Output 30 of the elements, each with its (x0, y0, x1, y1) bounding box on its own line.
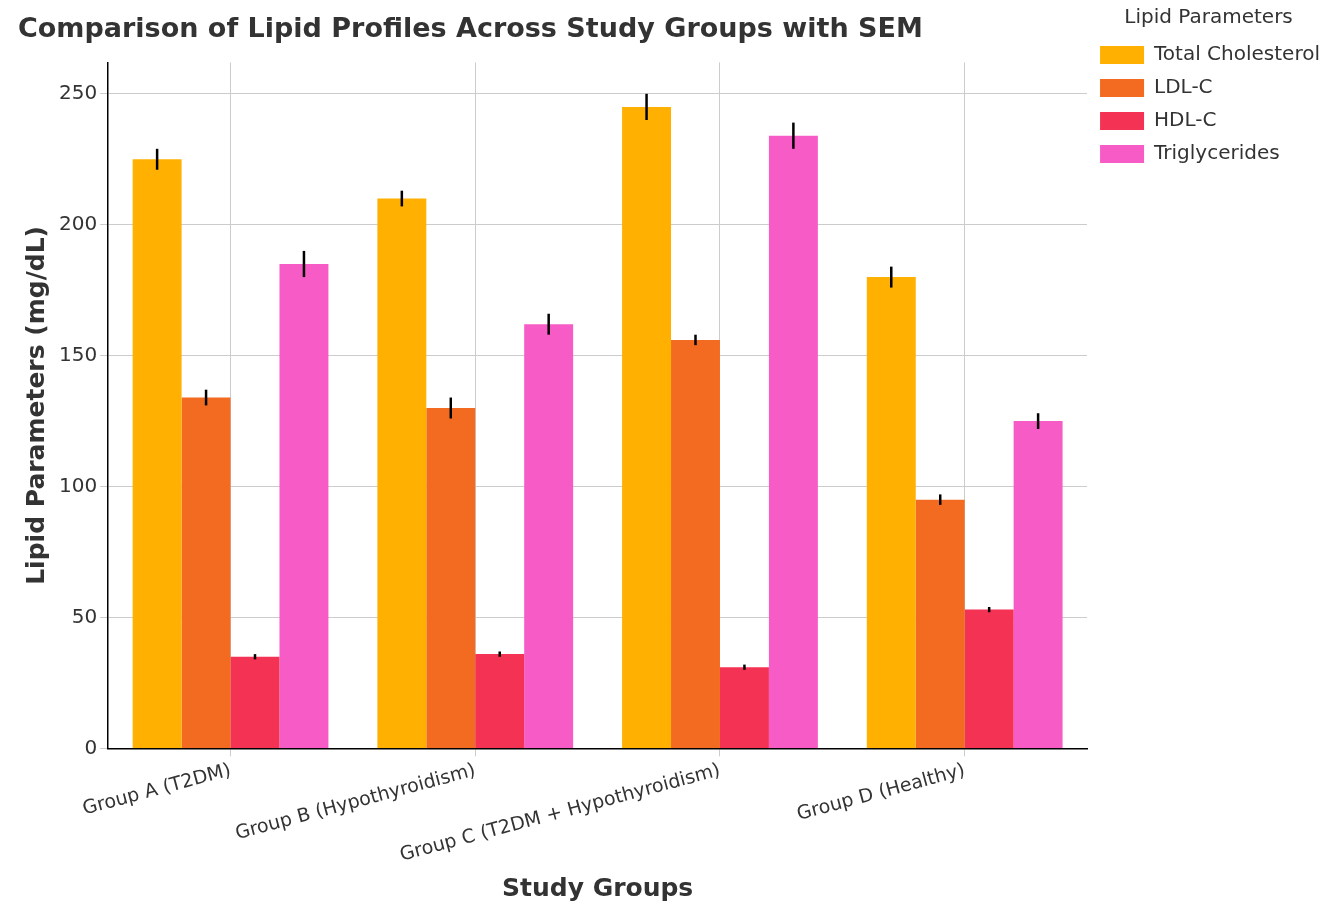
legend-label: Triglycerides (1153, 140, 1280, 165)
y-tick-label: 100 (58, 472, 98, 497)
y-tick-label: 50 (71, 603, 98, 628)
bar (426, 408, 476, 748)
bar (524, 324, 574, 748)
bar (768, 135, 818, 748)
x-axis-title: Study Groups (501, 872, 694, 902)
legend-label: LDL-C (1154, 74, 1213, 99)
bar (719, 667, 769, 748)
y-tick-label: 200 (58, 210, 98, 235)
y-tick-label: 150 (58, 341, 98, 366)
bar (671, 339, 720, 748)
bar (230, 656, 280, 748)
y-tick-label: 0 (84, 734, 98, 759)
bar (475, 654, 525, 748)
y-axis-title: Lipid Parameters (mg/dL) (20, 225, 50, 585)
bar (622, 106, 672, 748)
legend-label: HDL-C (1154, 107, 1217, 132)
chart-title: Comparison of Lipid Profiles Across Study Groups with SEM (18, 12, 923, 44)
bar (915, 499, 965, 748)
bar (964, 609, 1014, 748)
bar (132, 159, 182, 748)
y-tick-label: 250 (58, 80, 98, 105)
bar (377, 198, 427, 748)
bar (1013, 421, 1063, 748)
bar (866, 277, 916, 748)
bar (181, 397, 231, 748)
legend-title: Lipid Parameters (1124, 4, 1293, 29)
legend-label: Total Cholesterol (1153, 41, 1321, 66)
bar (279, 264, 329, 748)
